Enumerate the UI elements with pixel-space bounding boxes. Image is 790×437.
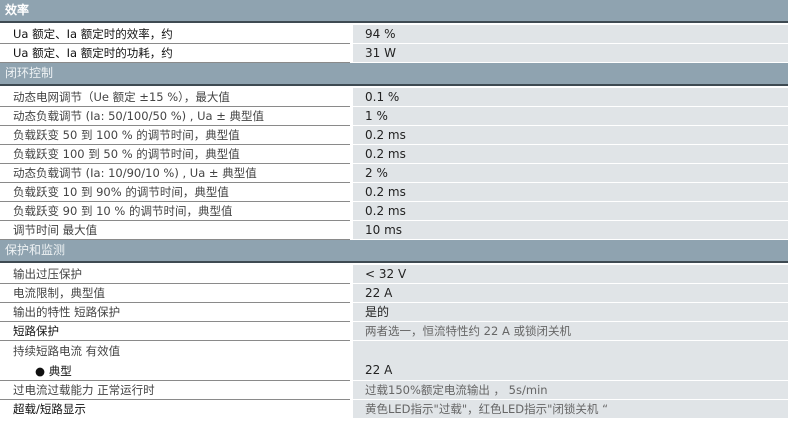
table-row: Ua 额定、Ia 额定时的效率，约 94 % [0,25,788,44]
row-label: 调节时间 最大值 [0,221,350,240]
table-row: 动态负载调节 (Ia: 50/100/50 %) , Ua ± 典型值 1 % [0,107,788,126]
row-value: 22 A [353,284,788,303]
table-row: 动态电网调节（Ue 额定 ±15 %），最大值 0.1 % [0,88,788,107]
table-row: 负载跃变 10 到 90% 的调节时间，典型值 0.2 ms [0,183,788,202]
row-value: < 32 V [353,265,788,284]
table-row: 负载跃变 100 到 50 % 的调节时间，典型值 0.2 ms [0,145,788,164]
table-row: 调节时间 最大值 10 ms [0,221,788,240]
row-label: 输出的特性 短路保护 [0,303,350,322]
row-value: 黄色LED指示"过载"，红色LED指示"闭锁关机 “ [353,400,788,419]
table-row: 负载跃变 90 到 10 % 的调节时间，典型值 0.2 ms [0,202,788,221]
row-label: 动态负载调节 (Ia: 10/90/10 %) , Ua ± 典型值 [0,164,350,183]
row-label: 负载跃变 90 到 10 % 的调节时间，典型值 [0,202,350,221]
row-value-cell: 22 A [353,341,788,381]
table-row: 负载跃变 50 到 100 % 的调节时间，典型值 0.2 ms [0,126,788,145]
table-row: 动态负载调节 (Ia: 10/90/10 %) , Ua ± 典型值 2 % [0,164,788,183]
row-value: 0.2 ms [353,145,788,164]
section-header-efficiency: 效率 [0,0,788,23]
table-row: 电流限制，典型值 22 A [0,284,788,303]
table-row: 超载/短路显示 黄色LED指示"过载"，红色LED指示"闭锁关机 “ [0,400,788,419]
table-row: 输出过压保护 < 32 V [0,265,788,284]
row-value: 0.2 ms [353,126,788,145]
row-value: 两者选一，恒流特性约 22 A 或锁闭关机 [353,322,788,341]
row-label: 输出过压保护 [0,265,350,284]
row-label-group: 持续短路电流 有效值 ● 典型 [0,341,350,381]
table-row: 短路保护 两者选一，恒流特性约 22 A 或锁闭关机 [0,322,788,341]
row-label: 电流限制，典型值 [0,284,350,303]
row-label: Ua 额定、Ia 额定时的功耗，约 [0,44,350,63]
row-value: 1 % [353,107,788,126]
row-sublabel: ● 典型 [35,364,72,378]
table-row: Ua 额定、Ia 额定时的功耗，约 31 W [0,44,788,63]
row-label: 负载跃变 100 到 50 % 的调节时间，典型值 [0,145,350,164]
section-header-closed-loop-control: 闭环控制 [0,63,788,86]
row-label: 负载跃变 50 到 100 % 的调节时间，典型值 [0,126,350,145]
table-row: 输出的特性 短路保护 是的 [0,303,788,322]
section-header-protection-monitoring: 保护和监测 [0,240,788,263]
row-label: 持续短路电流 有效值 [13,344,121,358]
row-label: 过电流过载能力 正常运行时 [0,381,350,400]
table-row: 过电流过载能力 正常运行时 过载150%额定电流输出 ， 5s/min [0,381,788,400]
row-value: 10 ms [353,221,788,240]
row-value: 0.1 % [353,88,788,107]
row-value: 0.2 ms [353,183,788,202]
row-value: 过载150%额定电流输出 ， 5s/min [353,381,788,400]
row-value: 94 % [353,25,788,44]
spec-table: 效率 Ua 额定、Ia 额定时的效率，约 94 % Ua 额定、Ia 额定时的功耗… [0,0,788,419]
row-label: 短路保护 [0,322,350,341]
row-label: 动态负载调节 (Ia: 50/100/50 %) , Ua ± 典型值 [0,107,350,126]
row-value: 是的 [353,303,788,322]
row-value: 2 % [353,164,788,183]
row-value: 0.2 ms [353,202,788,221]
table-row: 持续短路电流 有效值 ● 典型 22 A [0,341,788,381]
row-label: 负载跃变 10 到 90% 的调节时间，典型值 [0,183,350,202]
row-label: Ua 额定、Ia 额定时的效率，约 [0,25,350,44]
row-label: 动态电网调节（Ue 额定 ±15 %），最大值 [0,88,350,107]
row-value: 31 W [353,44,788,63]
row-value: 22 A [365,363,393,377]
row-label: 超载/短路显示 [13,402,86,416]
